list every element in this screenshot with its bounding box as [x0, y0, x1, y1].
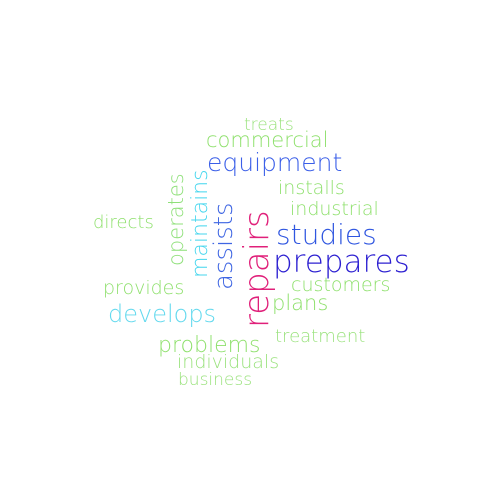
- word-maintains: maintains: [188, 169, 213, 278]
- word-operates: operates: [164, 173, 188, 266]
- word-equipment: equipment: [207, 148, 342, 177]
- word-customers: customers: [291, 274, 390, 296]
- word-industrial: industrial: [290, 198, 379, 220]
- word-repairs: repairs: [237, 210, 277, 328]
- word-plans: plans: [272, 291, 328, 315]
- word-treatment: treatment: [275, 326, 365, 347]
- word-prepares: prepares: [273, 244, 410, 280]
- word-installs: installs: [278, 177, 345, 199]
- word-assists: assists: [209, 202, 239, 290]
- word-provides: provides: [103, 277, 184, 299]
- word-studies: studies: [276, 218, 377, 251]
- word-problems: problems: [158, 333, 261, 358]
- word-directs: directs: [93, 212, 154, 233]
- word-business: business: [178, 370, 252, 390]
- word-individuals: individuals: [177, 351, 279, 373]
- word-commercial: commercial: [206, 128, 328, 152]
- word-develops: develops: [108, 300, 216, 328]
- word-treats: treats: [244, 115, 294, 135]
